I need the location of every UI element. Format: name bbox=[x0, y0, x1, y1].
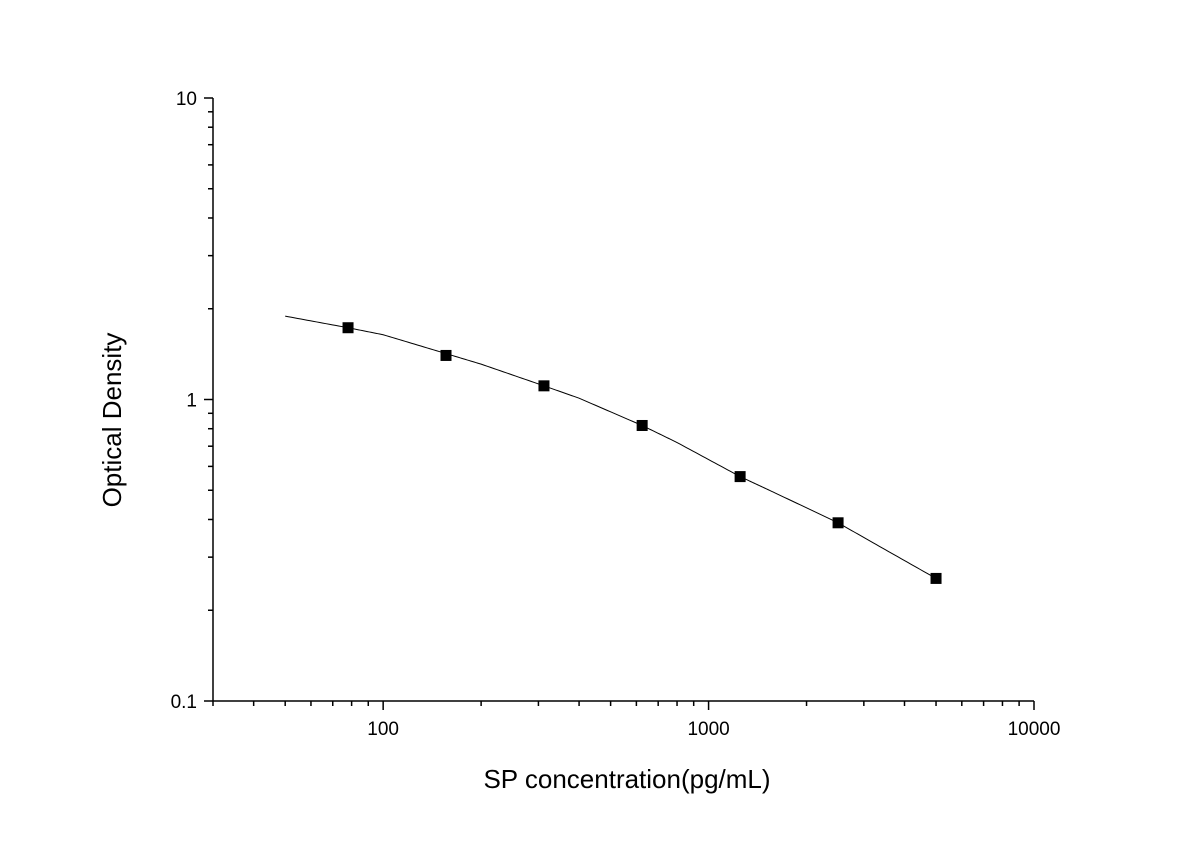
data-point-marker bbox=[440, 349, 452, 361]
x-tick-label: 100 bbox=[367, 719, 399, 740]
y-tick-label: 1 bbox=[186, 391, 197, 412]
data-point-marker bbox=[832, 517, 844, 529]
axis-ticks bbox=[204, 97, 1035, 710]
data-point-marker bbox=[636, 419, 648, 431]
axes bbox=[212, 98, 1034, 702]
y-tick-label: 10 bbox=[176, 89, 197, 110]
data-point-marker bbox=[734, 471, 746, 483]
x-tick-label: 1000 bbox=[687, 719, 729, 740]
data-point-marker bbox=[538, 380, 550, 392]
data-point-marker bbox=[930, 572, 942, 584]
y-axis-title: Optical Density bbox=[97, 333, 127, 508]
tick-labels: 100 1000 10000 0.1 1 10 bbox=[171, 89, 1061, 740]
x-tick-label: 10000 bbox=[1008, 719, 1061, 740]
data-point-marker bbox=[342, 322, 354, 334]
data-points bbox=[342, 322, 942, 584]
x-axis-title: SP concentration(pg/mL) bbox=[483, 764, 770, 794]
y-tick-label: 0.1 bbox=[171, 692, 197, 713]
fit-curve bbox=[285, 315, 937, 579]
